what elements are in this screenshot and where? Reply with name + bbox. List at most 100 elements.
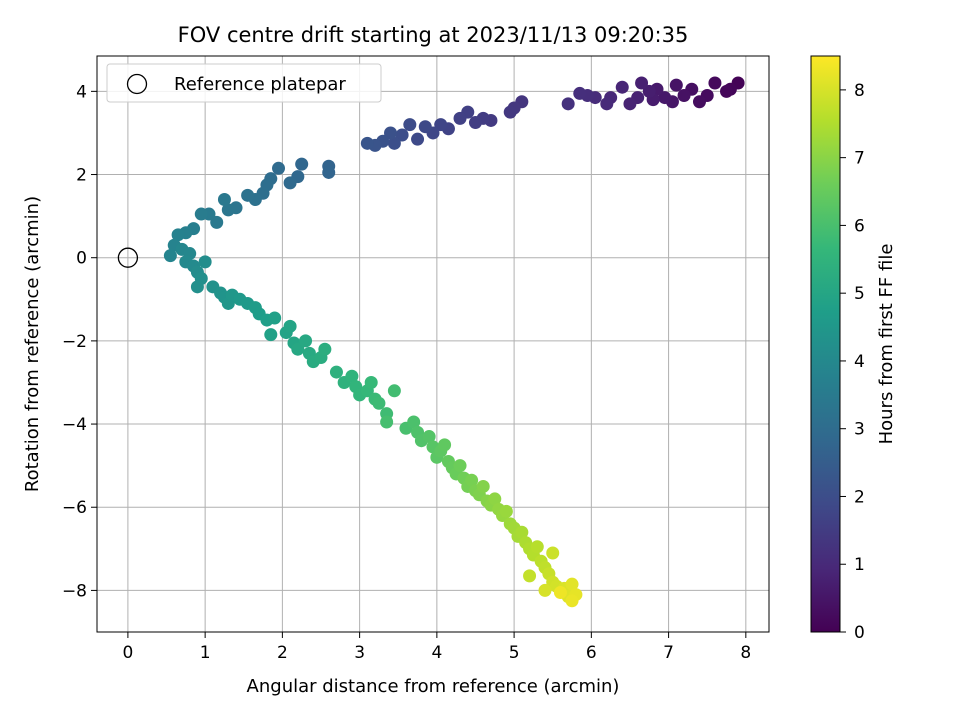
data-point — [345, 369, 359, 383]
data-point — [720, 84, 734, 98]
data-point — [387, 136, 401, 150]
colorbar-tick-label: 3 — [854, 420, 865, 440]
data-point — [658, 91, 672, 105]
x-axis-ticks: 0 1 2 3 4 5 6 7 8 — [122, 632, 751, 663]
data-point — [438, 438, 452, 452]
data-point — [422, 430, 436, 444]
data-point — [468, 116, 482, 130]
data-point — [272, 161, 286, 175]
data-point — [372, 396, 386, 410]
data-point — [299, 334, 313, 348]
data-point — [546, 546, 560, 560]
x-tick-label: 7 — [663, 643, 674, 663]
data-point — [395, 128, 409, 142]
reference-marker-layer — [117, 247, 139, 268]
data-point — [669, 78, 683, 92]
colorbar-tick-label: 2 — [854, 487, 865, 507]
colorbar-ticks: 0 1 2 3 4 5 6 7 8 — [840, 81, 865, 643]
data-point — [268, 311, 282, 325]
grid — [97, 56, 769, 632]
data-point — [322, 165, 336, 179]
data-point — [515, 525, 529, 539]
data-point — [553, 585, 567, 599]
x-tick-label: 8 — [740, 643, 751, 663]
data-point — [418, 120, 432, 134]
data-point — [198, 255, 212, 269]
data-point — [561, 97, 575, 111]
data-point — [171, 228, 185, 242]
data-point — [291, 342, 305, 356]
y-tick-label: −8 — [62, 581, 87, 601]
legend-box — [106, 63, 382, 103]
data-point — [295, 157, 309, 171]
data-point — [380, 415, 394, 429]
scatter-points — [163, 76, 745, 608]
data-point — [565, 577, 579, 591]
data-point — [465, 473, 479, 487]
data-point — [221, 203, 235, 217]
data-point — [264, 328, 278, 342]
data-point — [283, 176, 297, 190]
x-tick-label: 6 — [586, 643, 597, 663]
y-axis-ticks: −8 −6 −4 −2 0 2 4 — [62, 82, 97, 601]
data-point — [210, 215, 224, 229]
data-point — [407, 415, 421, 429]
data-point — [364, 375, 378, 389]
data-point — [523, 569, 537, 583]
colorbar-tick-label: 6 — [854, 216, 865, 236]
data-point — [329, 365, 343, 379]
y-axis-label: Rotation from reference (arcmin) — [22, 196, 43, 492]
x-tick-label: 5 — [509, 643, 520, 663]
data-point — [488, 492, 502, 506]
data-point — [360, 136, 374, 150]
legend: Reference platepar — [106, 63, 382, 103]
data-point — [194, 207, 208, 221]
x-tick-label: 0 — [122, 643, 133, 663]
data-point — [163, 249, 177, 263]
colorbar-tick-label: 0 — [854, 623, 865, 643]
data-point — [241, 188, 255, 202]
y-tick-label: −4 — [62, 415, 87, 435]
data-point — [283, 319, 297, 333]
data-point — [692, 95, 706, 109]
chart-title: FOV centre drift starting at 2023/11/13 … — [178, 23, 689, 47]
y-tick-label: −2 — [62, 332, 87, 352]
data-point — [476, 479, 490, 493]
data-point — [453, 111, 467, 125]
data-point — [384, 126, 398, 140]
x-axis-label: Angular distance from reference (arcmin) — [247, 676, 620, 697]
data-point — [453, 459, 467, 473]
legend-entry-reference: Reference platepar — [174, 74, 346, 95]
colorbar-tick-label: 4 — [854, 352, 865, 372]
data-point — [615, 80, 629, 94]
data-point — [565, 594, 579, 608]
colorbar-tick-label: 5 — [854, 284, 865, 304]
colorbar-tick-label: 1 — [854, 555, 865, 575]
y-tick-label: 2 — [76, 166, 87, 186]
data-point — [190, 280, 204, 294]
data-point — [217, 192, 231, 206]
y-tick-label: 4 — [76, 82, 87, 102]
data-point — [403, 118, 417, 132]
data-point — [623, 97, 637, 111]
y-tick-label: −6 — [62, 498, 87, 518]
colorbar-tick-label: 8 — [854, 81, 865, 101]
x-tick-label: 4 — [431, 643, 442, 663]
data-point — [538, 583, 552, 597]
colorbar-tick-label: 7 — [854, 149, 865, 169]
data-point — [635, 76, 649, 90]
x-tick-label: 2 — [277, 643, 288, 663]
data-point — [573, 86, 587, 100]
colorbar-label: Hours from first FF file — [876, 244, 897, 445]
data-point — [503, 105, 517, 119]
data-point — [318, 342, 332, 356]
data-point — [499, 504, 513, 518]
x-tick-label: 3 — [354, 643, 365, 663]
data-point — [600, 97, 614, 111]
reference-platepar-marker — [117, 247, 139, 268]
data-point — [530, 540, 544, 554]
data-point — [642, 84, 656, 98]
y-tick-label: 0 — [76, 249, 87, 269]
plot-area — [96, 55, 770, 633]
